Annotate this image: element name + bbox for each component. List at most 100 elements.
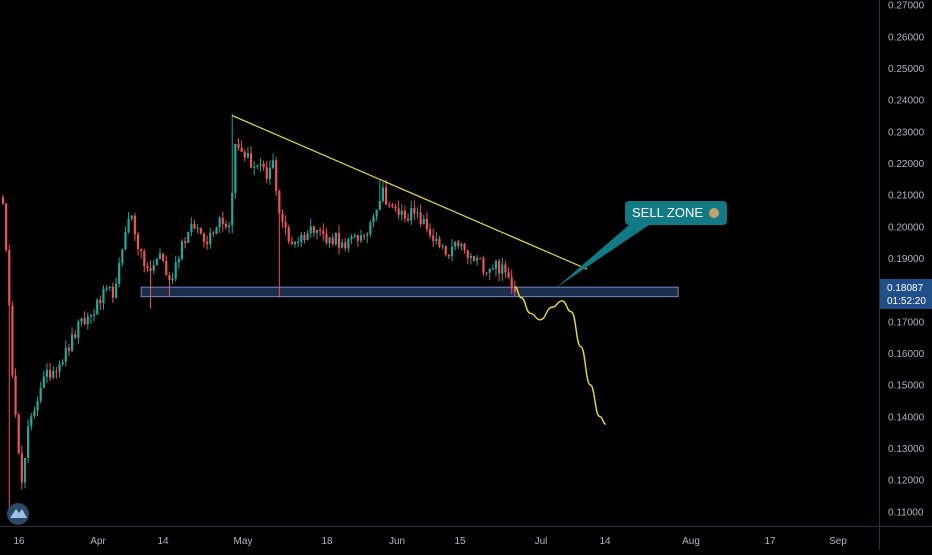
candle-body[interactable] bbox=[215, 227, 218, 234]
candle-body[interactable] bbox=[209, 232, 212, 245]
candle-body[interactable] bbox=[193, 224, 196, 229]
candle-body[interactable] bbox=[64, 347, 67, 362]
projection-path[interactable] bbox=[514, 285, 607, 425]
candle-body[interactable] bbox=[187, 231, 190, 243]
candle-body[interactable] bbox=[485, 272, 488, 274]
candle-body[interactable] bbox=[388, 204, 391, 206]
candle-body[interactable] bbox=[20, 453, 23, 483]
candle-body[interactable] bbox=[39, 388, 42, 401]
candle-body[interactable] bbox=[165, 260, 168, 276]
candle-body[interactable] bbox=[504, 264, 507, 273]
candle-body[interactable] bbox=[14, 375, 17, 415]
candle-body[interactable] bbox=[23, 457, 27, 483]
candle-body[interactable] bbox=[149, 268, 152, 271]
candle-body[interactable] bbox=[356, 235, 359, 241]
candle-body[interactable] bbox=[375, 209, 378, 217]
candle-body[interactable] bbox=[306, 233, 309, 240]
candle-body[interactable] bbox=[309, 226, 312, 234]
candle-body[interactable] bbox=[403, 210, 407, 219]
candle-body[interactable] bbox=[70, 334, 74, 351]
candle-body[interactable] bbox=[96, 299, 99, 315]
candle-body[interactable] bbox=[102, 289, 105, 304]
candle-body[interactable] bbox=[121, 249, 124, 264]
candle-body[interactable] bbox=[237, 143, 240, 148]
candle-body[interactable] bbox=[275, 160, 278, 191]
candle-body[interactable] bbox=[33, 410, 36, 417]
candle-body[interactable] bbox=[510, 277, 513, 289]
candle-body[interactable] bbox=[143, 250, 146, 267]
candle-body[interactable] bbox=[89, 314, 93, 317]
candle-body[interactable] bbox=[74, 334, 77, 338]
candle-body[interactable] bbox=[27, 426, 30, 458]
candle-body[interactable] bbox=[133, 215, 136, 235]
candle-body[interactable] bbox=[498, 261, 501, 274]
candle-body[interactable] bbox=[281, 213, 284, 223]
candle-body[interactable] bbox=[507, 272, 510, 278]
candle-body[interactable] bbox=[262, 163, 265, 168]
candle-body[interactable] bbox=[391, 204, 394, 207]
candle-body[interactable] bbox=[466, 250, 469, 259]
candle-body[interactable] bbox=[45, 369, 49, 377]
candle-body[interactable] bbox=[105, 288, 108, 290]
candle-body[interactable] bbox=[435, 238, 438, 241]
candle-body[interactable] bbox=[212, 232, 215, 234]
candle-body[interactable] bbox=[199, 227, 202, 234]
candle-body[interactable] bbox=[196, 227, 199, 229]
candle-body[interactable] bbox=[67, 347, 71, 351]
candle-body[interactable] bbox=[55, 371, 58, 373]
candle-body[interactable] bbox=[319, 230, 322, 232]
candle-body[interactable] bbox=[381, 187, 385, 202]
candle-body[interactable] bbox=[457, 241, 460, 247]
candle-body[interactable] bbox=[206, 241, 209, 245]
candle-body[interactable] bbox=[190, 224, 193, 232]
candle-body[interactable] bbox=[8, 250, 11, 306]
candle-body[interactable] bbox=[494, 261, 498, 269]
candle-body[interactable] bbox=[315, 230, 319, 233]
sell-zone-callout[interactable] bbox=[625, 201, 727, 225]
candle-body[interactable] bbox=[300, 234, 303, 242]
candle-body[interactable] bbox=[450, 246, 454, 257]
candle-body[interactable] bbox=[384, 187, 388, 205]
candle-body[interactable] bbox=[271, 160, 275, 168]
candle-body[interactable] bbox=[491, 268, 494, 270]
candle-body[interactable] bbox=[422, 218, 425, 225]
candle-body[interactable] bbox=[30, 416, 33, 427]
candle-body[interactable] bbox=[469, 256, 472, 259]
candle-body[interactable] bbox=[174, 262, 177, 279]
candle-body[interactable] bbox=[42, 376, 45, 389]
candle-body[interactable] bbox=[61, 361, 64, 365]
candle-body[interactable] bbox=[256, 165, 259, 167]
support-zone-rectangle[interactable] bbox=[140, 286, 679, 298]
candle-body[interactable] bbox=[17, 414, 20, 454]
candle-body[interactable] bbox=[337, 233, 341, 248]
candle-body[interactable] bbox=[454, 241, 457, 247]
candle-body[interactable] bbox=[416, 212, 419, 214]
candle-body[interactable] bbox=[171, 278, 174, 281]
candle-body[interactable] bbox=[240, 147, 243, 152]
candle-body[interactable] bbox=[234, 143, 237, 193]
candle-body[interactable] bbox=[83, 318, 86, 325]
candle-body[interactable] bbox=[328, 237, 331, 243]
candle-body[interactable] bbox=[231, 192, 234, 226]
candle-body[interactable] bbox=[249, 153, 253, 168]
candle-body[interactable] bbox=[278, 190, 281, 214]
candle-body[interactable] bbox=[114, 283, 118, 298]
candle-body[interactable] bbox=[253, 166, 256, 168]
candle-body[interactable] bbox=[476, 258, 479, 261]
candle-body[interactable] bbox=[243, 151, 246, 158]
candle-body[interactable] bbox=[344, 242, 347, 249]
candle-body[interactable] bbox=[108, 286, 111, 289]
candle-body[interactable] bbox=[99, 299, 102, 304]
candle-body[interactable] bbox=[447, 254, 450, 257]
candle-body[interactable] bbox=[353, 235, 356, 237]
candle-body[interactable] bbox=[140, 248, 143, 251]
candle-body[interactable] bbox=[363, 235, 366, 237]
candle-body[interactable] bbox=[438, 238, 441, 247]
candle-body[interactable] bbox=[92, 314, 96, 316]
candle-body[interactable] bbox=[369, 222, 372, 235]
candle-body[interactable] bbox=[419, 212, 422, 225]
candle-body[interactable] bbox=[268, 167, 271, 179]
candle-body[interactable] bbox=[136, 234, 140, 249]
candle-body[interactable] bbox=[441, 246, 444, 248]
